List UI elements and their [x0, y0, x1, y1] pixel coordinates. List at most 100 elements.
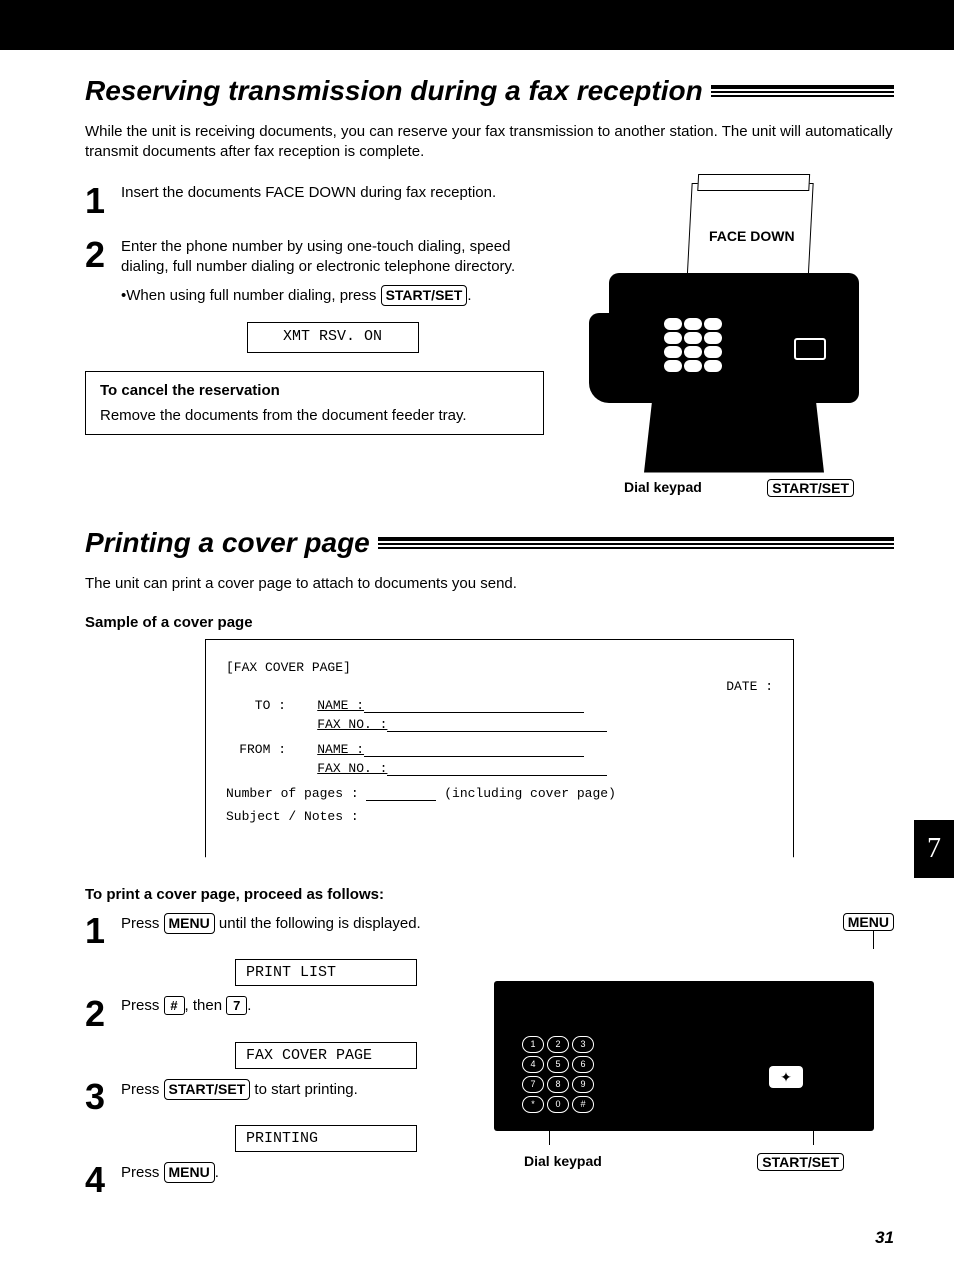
step-num: 2: [85, 237, 121, 273]
t: Press: [121, 915, 164, 932]
cancel-box: To cancel the reservation Remove the doc…: [85, 371, 544, 435]
menu-button-label: MENU: [843, 913, 894, 931]
step-num: 4: [85, 1162, 121, 1198]
sample-title: Sample of a cover page: [85, 614, 894, 631]
section1-intro: While the unit is receiving documents, y…: [85, 122, 894, 163]
title-rule: [378, 537, 894, 549]
cover-header: [FAX COVER PAGE]: [226, 660, 773, 675]
startset-button-ref: START/SET: [381, 285, 468, 306]
cover-name2: NAME :: [317, 742, 364, 757]
fax-start-button: [794, 338, 826, 360]
print-step-4: 4 Press MENU.: [85, 1162, 474, 1198]
key: #: [572, 1096, 594, 1113]
startset-button-ref: START/SET: [164, 1079, 251, 1100]
control-panel-illustration: 123 456 789 *0# ✦: [494, 981, 874, 1131]
underline: [364, 712, 584, 713]
seven-key-ref: 7: [226, 996, 247, 1016]
menu-label: MENU: [494, 913, 894, 931]
page-number: 31: [85, 1228, 894, 1248]
cover-subject: Subject / Notes :: [226, 809, 773, 824]
step-num: 3: [85, 1079, 121, 1115]
key: 6: [572, 1056, 594, 1073]
note-post: .: [467, 287, 471, 304]
bottom-columns: 1 Press MENU until the following is disp…: [85, 913, 894, 1208]
underline: [366, 800, 436, 801]
key: 5: [547, 1056, 569, 1073]
print-step-3: 3 Press START/SET to start printing.: [85, 1079, 474, 1115]
hash-key-ref: #: [164, 996, 185, 1016]
section1-right: FACE DOWN Dial keypad START/SET: [574, 183, 894, 497]
lcd-display: PRINT LIST: [235, 959, 417, 986]
step-num: 1: [85, 913, 121, 949]
key: 9: [572, 1076, 594, 1093]
key: 7: [522, 1076, 544, 1093]
step-body: Enter the phone number by using one-touc…: [121, 237, 544, 353]
top-black-bar: [0, 0, 954, 50]
step-num: 2: [85, 996, 121, 1032]
key: 1: [522, 1036, 544, 1053]
cancel-title: To cancel the reservation: [100, 382, 529, 399]
t: until the following is displayed.: [215, 915, 421, 932]
section1-title: Reserving transmission during a fax rece…: [85, 75, 703, 107]
key: 4: [522, 1056, 544, 1073]
t: Press: [121, 997, 164, 1014]
step2-text: Enter the phone number by using one-touc…: [121, 238, 515, 275]
label-dial-keypad: Dial keypad: [524, 1153, 602, 1171]
lcd-display: PRINTING: [235, 1125, 417, 1152]
key: 3: [572, 1036, 594, 1053]
menu-leader: [873, 931, 874, 949]
section2-intro: The unit can print a cover page to attac…: [85, 574, 894, 594]
step-1: 1 Insert the documents FACE DOWN during …: [85, 183, 544, 219]
cover-date: DATE :: [726, 679, 773, 694]
lcd-display: XMT RSV. ON: [247, 322, 419, 352]
underline: [387, 775, 607, 776]
page-content: Reserving transmission during a fax rece…: [0, 50, 954, 1288]
cover-faxno2: FAX NO. :: [317, 761, 387, 776]
panel-start-button: ✦: [769, 1066, 803, 1088]
cover-to-row: TO : NAME :: [226, 698, 773, 713]
step2-note: •When using full number dialing, press S…: [121, 285, 544, 306]
panel-keypad: 123 456 789 *0#: [522, 1036, 594, 1113]
bottom-left: 1 Press MENU until the following is disp…: [85, 913, 474, 1208]
key: 0: [547, 1096, 569, 1113]
t: , then: [185, 997, 227, 1014]
title-rule: [711, 85, 894, 97]
step-num: 1: [85, 183, 121, 219]
print-instructions-title: To print a cover page, proceed as follow…: [85, 886, 894, 903]
step-body: Press START/SET to start printing.: [121, 1079, 474, 1100]
underline: [387, 731, 607, 732]
leader-lines: [494, 1131, 894, 1145]
leader: [549, 1131, 550, 1145]
underline: [364, 756, 584, 757]
lcd-display: FAX COVER PAGE: [235, 1042, 417, 1069]
note-pre: •When using full number dialing, press: [121, 287, 381, 304]
menu-button-ref: MENU: [164, 913, 215, 934]
key: *: [522, 1096, 544, 1113]
print-step-1: 1 Press MENU until the following is disp…: [85, 913, 474, 949]
label-startset: START/SET: [757, 1153, 844, 1171]
cover-pages-post: (including cover page): [436, 786, 615, 801]
menu-button-ref: MENU: [164, 1162, 215, 1183]
t: .: [247, 997, 251, 1014]
face-down-label: FACE DOWN: [709, 228, 795, 244]
t: Press: [121, 1164, 164, 1181]
section1-title-row: Reserving transmission during a fax rece…: [85, 75, 894, 107]
cover-faxno: FAX NO. :: [317, 717, 387, 732]
leader: [813, 1131, 814, 1145]
t: to start printing.: [250, 1081, 358, 1098]
section1-columns: 1 Insert the documents FACE DOWN during …: [85, 183, 894, 497]
cancel-body: Remove the documents from the document f…: [100, 407, 529, 424]
step-body: Press #, then 7.: [121, 996, 474, 1016]
cover-to: TO :: [226, 698, 286, 713]
print-step-2: 2 Press #, then 7.: [85, 996, 474, 1032]
step-body: Insert the documents FACE DOWN during fa…: [121, 183, 544, 203]
panel-labels: Dial keypad START/SET: [494, 1153, 894, 1171]
step-2: 2 Enter the phone number by using one-to…: [85, 237, 544, 353]
chapter-tab: 7: [914, 820, 954, 878]
fax-handset: [589, 313, 624, 403]
t: .: [215, 1164, 219, 1181]
cover-from-row: FROM : NAME :: [226, 742, 773, 757]
step-body: Press MENU.: [121, 1162, 474, 1183]
step-body: Press MENU until the following is displa…: [121, 913, 474, 934]
section2-title-row: Printing a cover page: [85, 527, 894, 559]
